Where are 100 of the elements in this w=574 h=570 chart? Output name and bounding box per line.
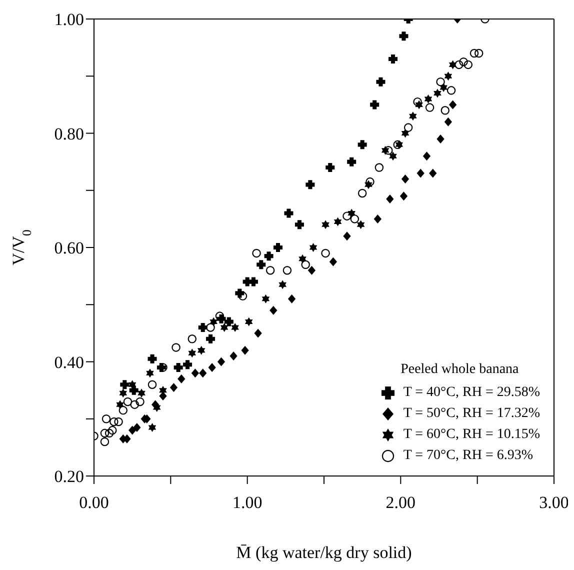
point: [174, 362, 183, 372]
point: [230, 352, 238, 361]
point: [294, 220, 304, 230]
point: [133, 422, 141, 432]
legend-label: T = 50°C, RH = 17.32%: [403, 406, 540, 422]
point: [308, 266, 316, 275]
point: [425, 103, 434, 112]
point: [436, 134, 444, 144]
point: [422, 152, 431, 161]
point: [188, 334, 197, 344]
point: [256, 260, 266, 270]
point: [206, 323, 215, 332]
point: [448, 100, 457, 110]
point: [104, 428, 114, 438]
point: [136, 397, 144, 406]
point: [102, 414, 111, 424]
point: [400, 192, 408, 201]
point: [329, 257, 338, 266]
point: [128, 426, 136, 435]
y-tick-label: 0.80: [54, 124, 84, 144]
y-tick-label: 1.00: [54, 10, 84, 30]
point: [191, 368, 200, 378]
x-tick-label: 2.00: [386, 493, 416, 512]
point: [266, 266, 275, 275]
point: [215, 312, 224, 320]
point: [374, 214, 382, 224]
point: [454, 60, 464, 70]
point: [274, 243, 282, 252]
point: [114, 417, 123, 426]
point: [264, 252, 274, 261]
point: [474, 48, 484, 58]
y-tick-label: 0.60: [54, 238, 84, 258]
x-tick-label: 1.00: [232, 493, 262, 512]
point: [446, 86, 456, 95]
point: [399, 32, 408, 41]
point: [306, 180, 315, 190]
point: [358, 140, 367, 150]
point: [100, 428, 110, 438]
point: [343, 232, 351, 241]
y-tick-label: 0.40: [54, 352, 84, 372]
point: [118, 406, 128, 415]
point: [282, 266, 292, 275]
point: [376, 77, 386, 86]
legend-title: Peeled whole banana: [400, 362, 520, 378]
point: [270, 306, 278, 315]
point: [347, 157, 356, 166]
point: [401, 174, 410, 184]
point: [413, 97, 422, 106]
point: [170, 382, 178, 392]
point: [224, 317, 234, 326]
point: [350, 214, 360, 224]
point: [238, 292, 248, 300]
point: [172, 343, 180, 352]
point: [440, 106, 450, 115]
point: [288, 294, 296, 304]
legend-label: T = 70°C, RH = 6.93%: [403, 448, 533, 464]
point: [254, 328, 262, 338]
point: [370, 100, 380, 110]
point: [198, 322, 208, 332]
legend-label: T = 60°C, RH = 10.15%: [403, 426, 540, 442]
point: [206, 334, 216, 344]
point: [110, 417, 118, 426]
point: [404, 123, 413, 132]
point: [183, 360, 192, 370]
point: [130, 400, 140, 409]
point: [358, 188, 367, 198]
point: [148, 380, 157, 389]
point: [436, 77, 445, 86]
x-tick-label: 0.00: [79, 493, 109, 512]
point: [108, 426, 117, 435]
point: [208, 362, 216, 372]
point: [459, 57, 468, 66]
point: [386, 194, 394, 204]
point: [366, 177, 374, 186]
point: [241, 346, 249, 355]
legend-label: T = 40°C, RH = 29.58%: [403, 384, 540, 400]
point: [374, 163, 384, 172]
point: [429, 168, 437, 178]
point: [342, 212, 352, 220]
point: [321, 248, 330, 258]
point: [388, 54, 398, 64]
point: [178, 374, 186, 384]
x-axis-title: M̄ (kg water/kg dry solid): [236, 543, 412, 562]
point: [416, 168, 424, 178]
point: [252, 248, 261, 258]
point: [100, 437, 110, 446]
point: [301, 260, 310, 270]
x-tick-label: 3.00: [539, 493, 569, 512]
point: [444, 117, 452, 126]
point: [123, 397, 132, 406]
point: [217, 357, 226, 366]
point: [470, 48, 479, 58]
y-tick-label: 0.20: [54, 467, 84, 486]
point: [248, 277, 258, 286]
point: [326, 163, 335, 172]
point: [284, 208, 294, 218]
point: [120, 380, 130, 390]
point: [464, 60, 473, 70]
point: [148, 354, 157, 364]
point: [199, 368, 207, 378]
